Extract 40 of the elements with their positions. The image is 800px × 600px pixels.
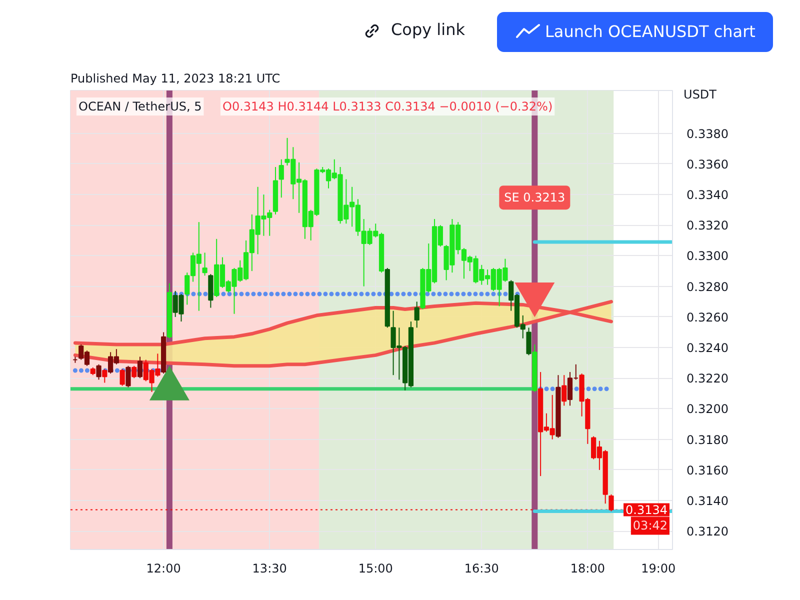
- y-tick-label: 0.3140: [686, 494, 728, 508]
- candlestick: [126, 365, 131, 388]
- x-tick-label: 18:00: [570, 562, 605, 576]
- text: Copy link: [391, 19, 465, 41]
- text: Launch OCEANUSDT chart: [545, 21, 756, 43]
- y-tick-label: 0.3300: [686, 249, 728, 264]
- y-tick-label: 0.3260: [686, 310, 728, 324]
- y-axis-title: USDT: [684, 88, 718, 102]
- candlestick: [278, 158, 284, 198]
- y-tick-label: 0.3380: [686, 126, 728, 141]
- candlestick: [562, 374, 567, 406]
- y-tick-label: 0.3320: [686, 218, 728, 233]
- y-tick-label: 0.3160: [686, 463, 728, 478]
- y-tick-label: 0.3200: [686, 402, 728, 416]
- x-tick-label: 16:30: [464, 562, 499, 576]
- y-tick-label: 0.3360: [686, 157, 728, 172]
- y-tick-label: 0.3180: [686, 432, 728, 447]
- candlestick: [132, 365, 137, 379]
- text: OCEAN / TetherUS, 5: [78, 100, 202, 114]
- text: O0.3143 H0.3144 L0.3133 C0.3134 −0.0010 (−0.32%): [222, 100, 553, 114]
- y-tick-label: 0.3220: [686, 372, 728, 386]
- y-tick-label: 0.3240: [686, 341, 728, 356]
- candlestick: [137, 356, 143, 379]
- x-tick-label: 15:00: [358, 562, 393, 576]
- candlestick: [414, 301, 420, 328]
- x-tick-label: 12:00: [146, 562, 181, 576]
- candlestick: [102, 368, 108, 384]
- candlestick: [96, 364, 102, 380]
- ref-line-label: 0.3134: [626, 503, 668, 518]
- y-tick-label: 0.3340: [686, 188, 728, 202]
- x-tick-label: 19:00: [641, 562, 676, 576]
- candlestick: [202, 252, 208, 276]
- candlestick: [526, 327, 532, 356]
- annotation: 03:42: [632, 518, 668, 533]
- candlestick: [120, 368, 125, 386]
- text: Published May 11, 2023 18:21 UTC: [70, 72, 280, 86]
- annotation: SE 0.3213: [504, 190, 566, 205]
- x-tick-label: 13:30: [252, 562, 287, 576]
- y-tick-label: 0.3120: [686, 524, 728, 539]
- y-tick-label: 0.3280: [686, 280, 728, 294]
